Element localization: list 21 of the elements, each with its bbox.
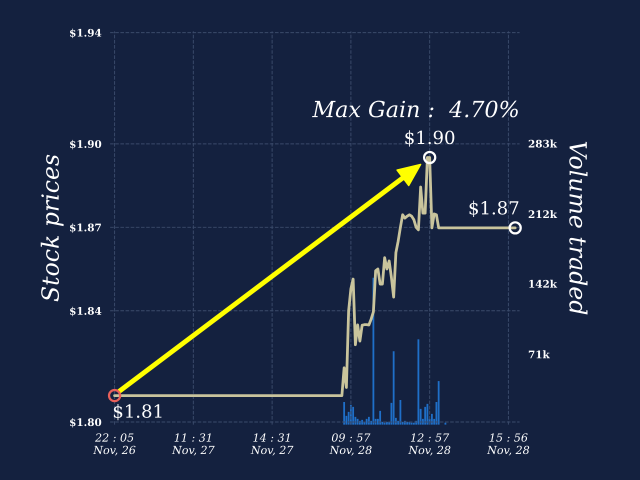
x-tick-label: 15 : 56 Nov, 28	[486, 433, 530, 456]
y2-tick-label: 71k	[528, 350, 550, 358]
annotation: Max Gain : 4.70%	[312, 100, 518, 118]
x-tick-label: 11 : 31 Nov, 27	[172, 433, 215, 456]
y2-tick-label: 212k	[528, 210, 558, 218]
y-tick-label: $1.87	[70, 223, 101, 233]
y2-axis-title: Volume traded	[569, 142, 588, 314]
y-tick-label: $1.90	[70, 140, 102, 150]
annotation: $1.81	[114, 404, 162, 420]
x-tick-label: 14 : 31 Nov, 27	[250, 433, 294, 456]
x-tick-label: 22 : 05 Nov, 26	[93, 433, 136, 456]
annotation: $1.90	[405, 130, 454, 147]
y2-tick-label: 142k	[529, 280, 558, 288]
y-tick-label: $1.80	[70, 418, 102, 428]
y-tick-label: $1.84	[70, 306, 102, 316]
y-tick-label: $1.94	[70, 28, 102, 38]
y-axis-title: Stock prices	[40, 154, 64, 302]
y2-tick-label: 283k	[528, 140, 558, 148]
annotation: $1.87	[470, 200, 518, 218]
x-tick-label: 12 : 57 Nov, 28	[408, 433, 450, 456]
x-tick-label: 09 : 57 Nov, 28	[329, 433, 372, 456]
